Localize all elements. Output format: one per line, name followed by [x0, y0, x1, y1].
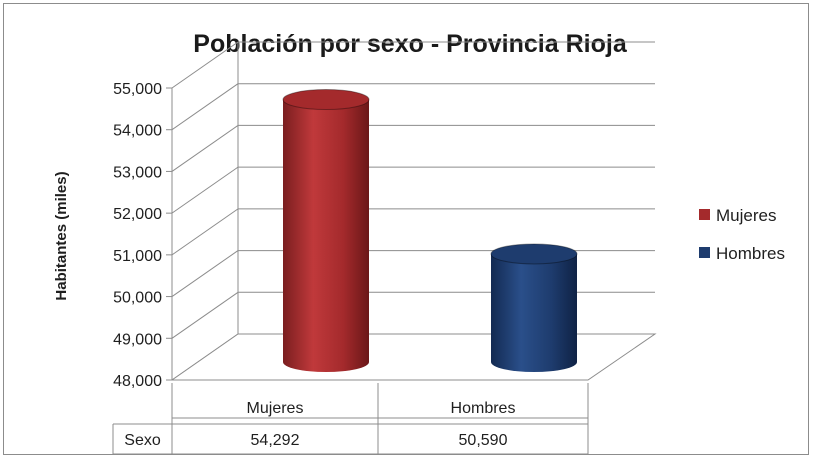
y-tick-label: 54,000: [113, 123, 162, 140]
y-axis-ticks: 48,000 49,000 50,000 51,000 52,000 53,000 54,0…: [113, 81, 162, 390]
legend-label: Hombres: [716, 244, 785, 263]
gridline-diagonal: [171, 291, 239, 339]
legend-item-hombres: Hombres: [699, 244, 785, 263]
bars: [282, 89, 578, 372]
data-label: 54,292: [251, 432, 300, 449]
gridline-diagonal: [171, 208, 239, 256]
chart-floor: [170, 333, 657, 381]
gridline-diagonal: [171, 250, 239, 297]
chart-walls: [170, 42, 657, 381]
y-tick-label: 53,000: [113, 164, 162, 181]
gridline-diagonal: [171, 125, 239, 172]
bar-hombres: [490, 243, 578, 372]
y-tick-label: 52,000: [113, 206, 162, 223]
legend: Mujeres Hombres: [699, 206, 785, 263]
y-axis-label: Habitantes (miles): [53, 171, 70, 300]
gridline-diagonal: [171, 166, 239, 214]
gridline-diagonal: [171, 83, 239, 131]
legend-swatch: [699, 209, 710, 220]
table-column-header: Hombres: [451, 400, 516, 417]
gridline-diagonal: [171, 41, 239, 89]
y-tick-label: 55,000: [113, 81, 162, 98]
legend-swatch: [699, 247, 710, 258]
y-tick-label: 50,000: [113, 290, 162, 307]
y-tick-label: 51,000: [113, 248, 162, 265]
y-tick-label: 49,000: [113, 331, 162, 348]
table-row-header: Sexo: [124, 432, 161, 449]
bar-mujeres: [282, 89, 370, 372]
bar-top: [490, 243, 578, 265]
gridlines: [166, 41, 655, 381]
y-tick-label: 48,000: [113, 373, 162, 390]
table-column-header: Mujeres: [247, 400, 304, 417]
chart-title: Población por sexo - Provincia Rioja: [193, 30, 628, 58]
data-table: Mujeres Hombres Sexo 54,292 50,590: [112, 383, 589, 455]
legend-item-mujeres: Mujeres: [699, 206, 776, 225]
data-label: 50,590: [459, 432, 508, 449]
bar-body: [283, 99, 369, 372]
bar-body: [491, 253, 577, 372]
bar-top: [282, 89, 370, 111]
legend-label: Mujeres: [716, 206, 776, 225]
